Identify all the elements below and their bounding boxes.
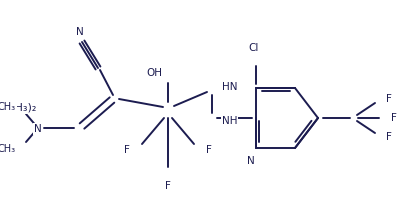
Text: OH: OH <box>146 68 162 78</box>
Text: N: N <box>34 124 42 134</box>
Text: Cl: Cl <box>249 43 259 53</box>
Text: F: F <box>386 132 392 142</box>
Text: N: N <box>247 156 255 166</box>
Text: CH₃: CH₃ <box>0 102 16 112</box>
Text: F: F <box>206 145 212 155</box>
Text: CH₃: CH₃ <box>0 144 16 154</box>
Text: F: F <box>391 113 397 123</box>
Text: F: F <box>386 94 392 104</box>
Text: F: F <box>165 181 171 191</box>
Text: HN: HN <box>222 82 237 92</box>
Text: F: F <box>124 145 130 155</box>
Text: N: N <box>76 27 84 37</box>
Text: NH: NH <box>222 116 237 126</box>
Text: N(CH₃)₂: N(CH₃)₂ <box>0 103 37 113</box>
